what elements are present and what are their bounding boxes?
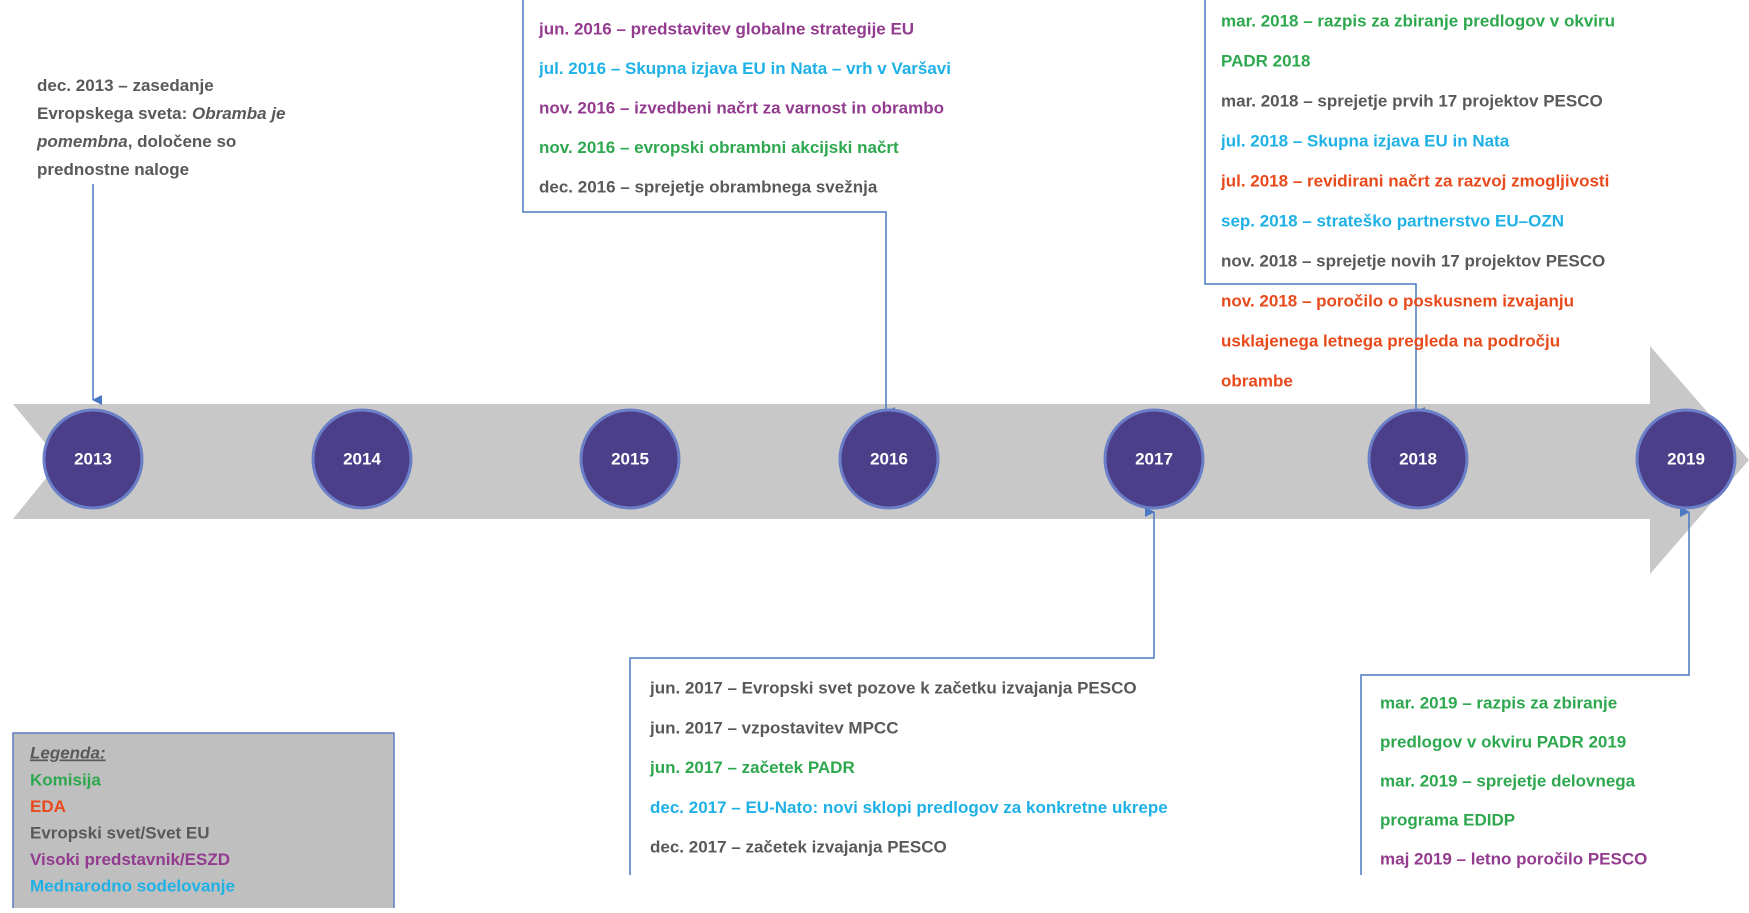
event-text: jun. 2016 – predstavitev globalne strate… [538,19,914,38]
event-text: mar. 2019 – razpis za zbiranje [1380,693,1617,712]
year-label: 2019 [1667,449,1705,468]
event-text: pomembna, določene so [36,132,236,151]
connector [1204,0,1425,417]
year-label: 2018 [1399,449,1437,468]
event-text: jul. 2016 – Skupna izjava EU in Nata – v… [538,59,951,78]
event-text-run: pomembna [36,132,128,151]
year-node [1367,408,1469,510]
event-text-run: dec. 2013 – zasedanje [37,76,214,95]
event-text: mar. 2018 – sprejetje prvih 17 projektov… [1221,91,1603,110]
event-text: dec. 2016 – sprejetje obrambnega svežnja [539,177,878,196]
year-label: 2016 [870,449,908,468]
event-text: maj 2019 – letno poročilo PESCO [1380,849,1647,868]
event-text: nov. 2016 – evropski obrambni akcijski n… [539,138,899,157]
event-text: nov. 2018 – poročilo o poskusnem izvajan… [1221,291,1574,310]
event-text: jun. 2017 – vzpostavitev MPCC [649,718,898,737]
legend-item: Mednarodno sodelovanje [30,876,235,895]
event-text-run: Evropskega sveta: [37,104,192,123]
year-node [42,408,144,510]
year-label: 2014 [343,449,381,468]
connector [522,0,895,417]
connector [629,507,1155,875]
year-node [838,408,940,510]
year-node [311,408,413,510]
legend-item: Komisija [30,770,101,789]
event-text: obrambe [1221,371,1293,390]
legend-box [12,732,395,913]
legend-item: Visoki predstavnik/ESZD [30,850,230,869]
legend-title: Legenda: [30,743,106,762]
event-text: mar. 2018 – razpis za zbiranje predlogov… [1221,11,1615,30]
event-text: predlogov v okviru PADR 2019 [1380,732,1626,751]
event-text: usklajenega letnega pregleda na področju [1221,331,1560,350]
event-text: jun. 2017 – začetek PADR [649,758,855,777]
event-text: programa EDIDP [1380,810,1515,829]
event-text: jun. 2017 – Evropski svet pozove k začet… [649,678,1137,697]
event-text: sep. 2018 – strateško partnerstvo EU–OZN [1221,211,1564,230]
year-node [1635,408,1737,510]
year-label: 2013 [74,449,112,468]
legend-item: EDA [30,797,66,816]
event-text: prednostne naloge [37,160,189,179]
event-text: Evropskega sveta: Obramba je [37,104,286,123]
event-text: nov. 2018 – sprejetje novih 17 projektov… [1221,251,1605,270]
event-text-run: Obramba je [192,104,286,123]
event-text: dec. 2017 – začetek izvajanja PESCO [650,838,947,857]
event-text: nov. 2016 – izvedbeni načrt za varnost i… [539,98,944,117]
year-node [1103,408,1205,510]
year-label: 2017 [1135,449,1173,468]
connector [1360,507,1690,875]
legend-item: Evropski svet/Svet EU [30,823,210,842]
event-text: PADR 2018 [1221,51,1310,70]
event-text: dec. 2017 – EU-Nato: novi sklopi predlog… [650,798,1168,817]
event-text-run: prednostne naloge [37,160,189,179]
event-text: jul. 2018 – Skupna izjava EU in Nata [1220,131,1510,150]
event-text-run: , določene so [128,132,237,151]
year-label: 2015 [611,449,649,468]
event-text: mar. 2019 – sprejetje delovnega [1380,771,1636,790]
event-text: jul. 2018 – revidirani načrt za razvoj z… [1220,171,1609,190]
event-text: dec. 2013 – zasedanje [37,76,214,95]
year-node [579,408,681,510]
